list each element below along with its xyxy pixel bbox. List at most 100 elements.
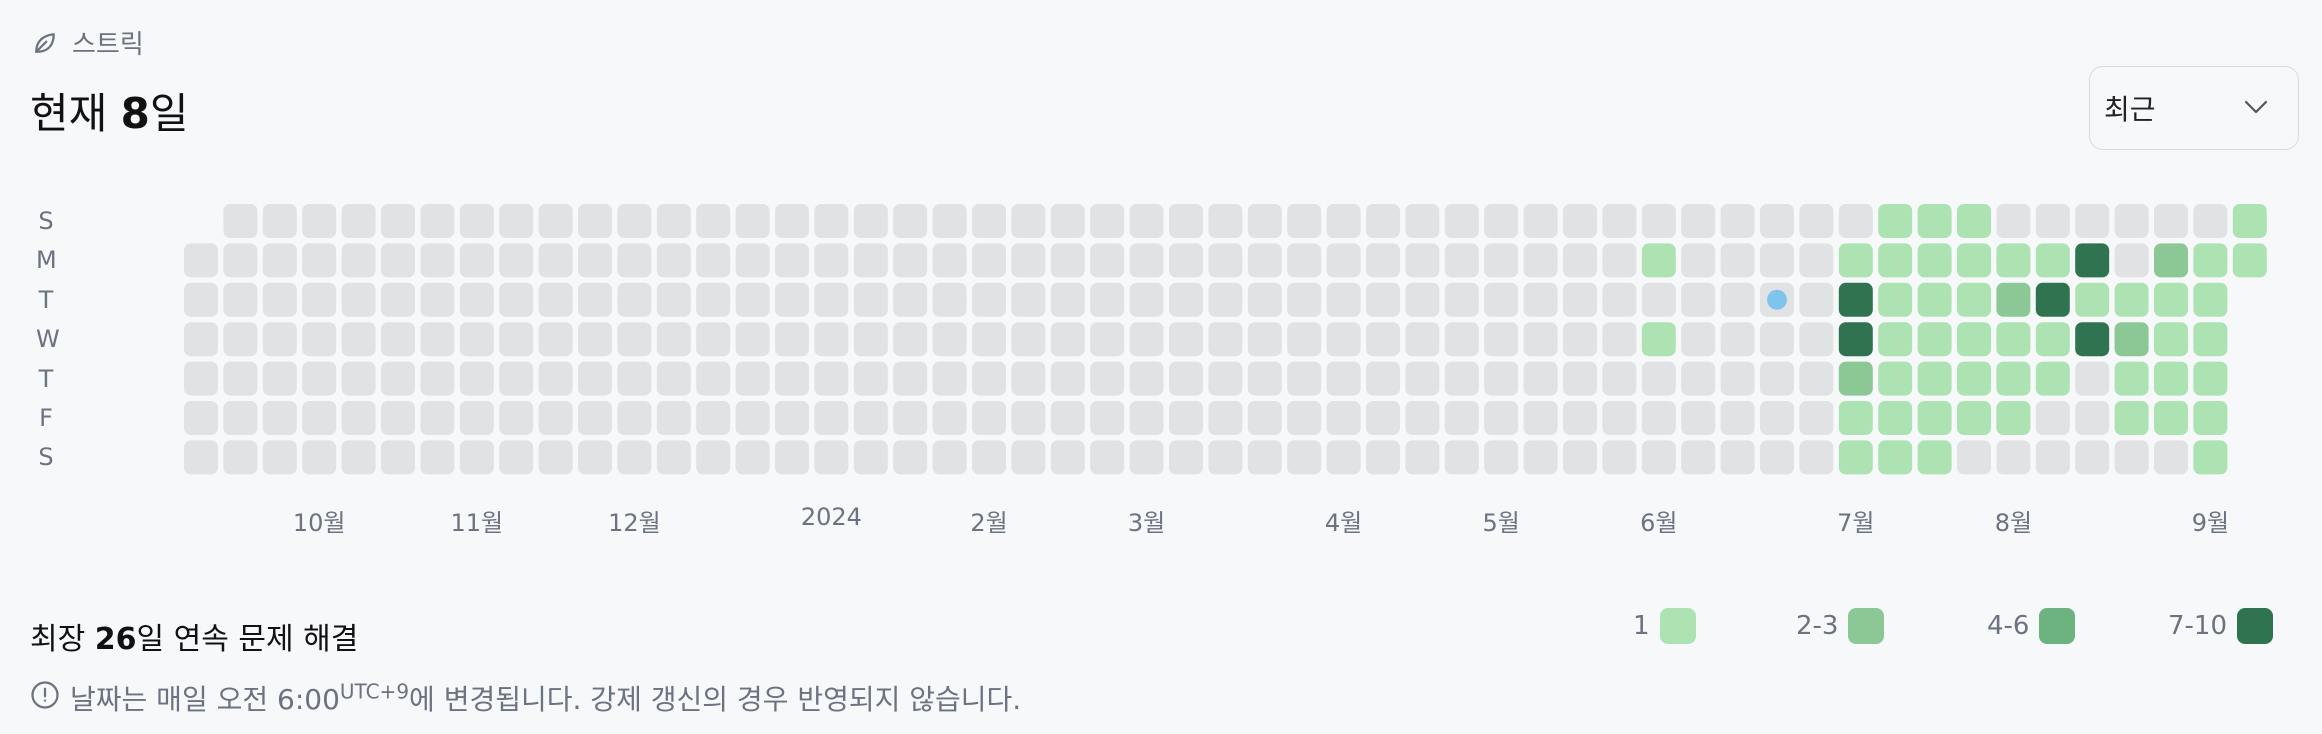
heatmap-cell[interactable]: [2075, 243, 2110, 278]
heatmap-cell[interactable]: [1169, 440, 1203, 475]
heatmap-cell[interactable]: [1563, 401, 1597, 435]
heatmap-cell[interactable]: [302, 401, 337, 435]
heatmap-cell[interactable]: [775, 401, 809, 435]
heatmap-cell[interactable]: [1405, 401, 1440, 435]
heatmap-cell[interactable]: [1050, 282, 1085, 317]
heatmap-cell[interactable]: [656, 322, 691, 357]
heatmap-cell[interactable]: [1563, 243, 1597, 278]
heatmap-cell[interactable]: [1760, 322, 1794, 357]
heatmap-cell[interactable]: [578, 401, 612, 435]
period-dropdown[interactable]: 최근: [2089, 66, 2299, 150]
heatmap-cell[interactable]: [1878, 282, 1913, 317]
heatmap-cell[interactable]: [538, 401, 573, 435]
heatmap-cell[interactable]: [1090, 440, 1125, 475]
heatmap-cell[interactable]: [932, 322, 967, 357]
heatmap-cell[interactable]: [538, 361, 573, 396]
heatmap-cell[interactable]: [735, 401, 770, 435]
heatmap-cell[interactable]: [2075, 361, 2110, 396]
heatmap-cell[interactable]: [184, 401, 218, 435]
heatmap-cell[interactable]: [184, 440, 218, 475]
heatmap-cell[interactable]: [1405, 243, 1440, 278]
heatmap-cell[interactable]: [1050, 322, 1085, 357]
heatmap-cell[interactable]: [972, 361, 1006, 396]
heatmap-cell[interactable]: [853, 361, 888, 396]
heatmap-cell[interactable]: [1681, 322, 1716, 357]
heatmap-cell[interactable]: [1917, 401, 1952, 435]
heatmap-cell[interactable]: [381, 361, 415, 396]
heatmap-cell[interactable]: [1838, 361, 1873, 396]
heatmap-cell[interactable]: [853, 322, 888, 357]
heatmap-cell[interactable]: [893, 361, 928, 396]
heatmap-cell[interactable]: [814, 243, 849, 278]
heatmap-cell[interactable]: [775, 282, 809, 317]
heatmap-cell[interactable]: [1799, 440, 1834, 475]
heatmap-cell[interactable]: [2114, 243, 2149, 278]
heatmap-cell[interactable]: [1957, 282, 1991, 317]
heatmap-cell[interactable]: [893, 440, 928, 475]
heatmap-cell[interactable]: [2193, 204, 2228, 238]
heatmap-cell[interactable]: [1444, 361, 1479, 396]
heatmap-cell[interactable]: [775, 322, 809, 357]
heatmap-cell[interactable]: [578, 322, 612, 357]
heatmap-cell[interactable]: [1720, 204, 1755, 238]
heatmap-cell[interactable]: [1641, 204, 1676, 238]
heatmap-cell[interactable]: [1050, 401, 1085, 435]
heatmap-cell[interactable]: [1641, 440, 1676, 475]
heatmap-cell[interactable]: [1641, 361, 1676, 396]
heatmap-cell[interactable]: [972, 401, 1006, 435]
heatmap-cell[interactable]: [893, 204, 928, 238]
heatmap-cell[interactable]: [341, 204, 376, 238]
heatmap-cell[interactable]: [1720, 361, 1755, 396]
heatmap-cell[interactable]: [1366, 361, 1400, 396]
heatmap-cell[interactable]: [1799, 204, 1834, 238]
heatmap-cell[interactable]: [223, 282, 258, 317]
heatmap-cell[interactable]: [1129, 322, 1164, 357]
heatmap-cell[interactable]: [1129, 361, 1164, 396]
heatmap-cell[interactable]: [1129, 401, 1164, 435]
heatmap-cell[interactable]: [1090, 401, 1125, 435]
heatmap-cell[interactable]: [1129, 243, 1164, 278]
heatmap-cell[interactable]: [814, 361, 849, 396]
heatmap-cell[interactable]: [1326, 361, 1361, 396]
heatmap-cell[interactable]: [459, 401, 494, 435]
heatmap-cell[interactable]: [223, 440, 258, 475]
heatmap-cell[interactable]: [1050, 361, 1085, 396]
heatmap-cell[interactable]: [2114, 361, 2149, 396]
heatmap-cell[interactable]: [696, 243, 731, 278]
heatmap-cell[interactable]: [341, 322, 376, 357]
heatmap-cell[interactable]: [499, 401, 534, 435]
heatmap-cell[interactable]: [893, 282, 928, 317]
heatmap-cell[interactable]: [1760, 361, 1794, 396]
heatmap-cell[interactable]: [420, 361, 455, 396]
heatmap-cell[interactable]: [459, 440, 494, 475]
heatmap-cell[interactable]: [578, 361, 612, 396]
heatmap-cell[interactable]: [302, 361, 337, 396]
heatmap-cell[interactable]: [1602, 440, 1637, 475]
heatmap-cell[interactable]: [381, 204, 415, 238]
heatmap-cell[interactable]: [1799, 322, 1834, 357]
heatmap-cell[interactable]: [853, 243, 888, 278]
heatmap-cell[interactable]: [1011, 322, 1046, 357]
heatmap-cell[interactable]: [262, 361, 297, 396]
heatmap-cell[interactable]: [2232, 204, 2267, 238]
heatmap-cell[interactable]: [814, 282, 849, 317]
heatmap-cell[interactable]: [2035, 282, 2070, 317]
heatmap-cell[interactable]: [1602, 204, 1637, 238]
heatmap-cell[interactable]: [1957, 322, 1991, 357]
heatmap-cell[interactable]: [499, 282, 534, 317]
heatmap-cell[interactable]: [932, 440, 967, 475]
heatmap-cell[interactable]: [538, 282, 573, 317]
heatmap-cell[interactable]: [1917, 440, 1952, 475]
heatmap-cell[interactable]: [459, 243, 494, 278]
heatmap-cell[interactable]: [1247, 401, 1282, 435]
heatmap-cell[interactable]: [1720, 243, 1755, 278]
heatmap-cell[interactable]: [1366, 440, 1400, 475]
heatmap-cell[interactable]: [2035, 440, 2070, 475]
heatmap-cell[interactable]: [1444, 401, 1479, 435]
heatmap-cell[interactable]: [184, 243, 218, 278]
heatmap-cell[interactable]: [1957, 401, 1991, 435]
heatmap-cell[interactable]: [1326, 322, 1361, 357]
heatmap-cell[interactable]: [381, 282, 415, 317]
heatmap-cell[interactable]: [1011, 204, 1046, 238]
heatmap-cell[interactable]: [262, 243, 297, 278]
